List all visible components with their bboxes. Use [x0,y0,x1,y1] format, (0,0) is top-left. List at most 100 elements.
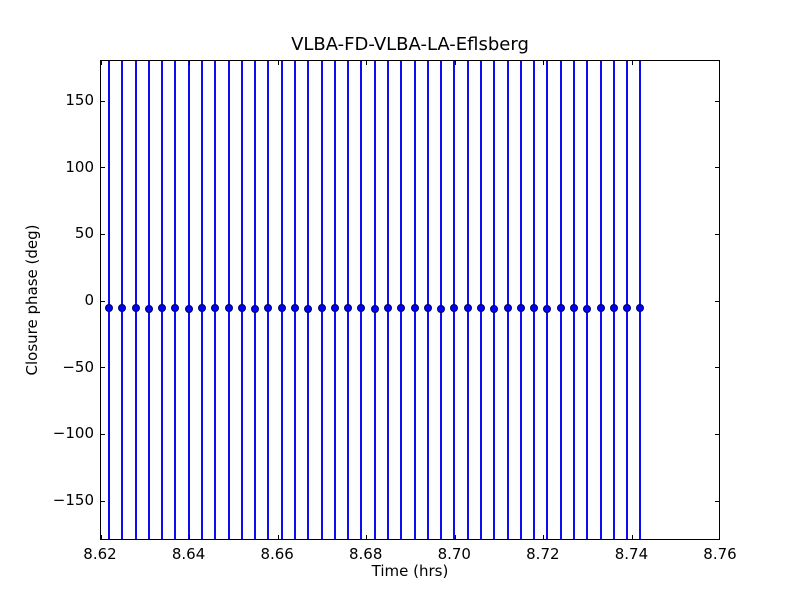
x-tick-top [277,61,279,65]
y-tick-left [101,100,105,102]
error-bar [147,61,150,539]
data-point [370,304,379,313]
x-tick-label: 8.68 [349,545,383,563]
data-point [490,304,499,313]
y-tick-right [715,233,719,235]
error-bar [599,61,602,539]
y-tick-label: 0 [84,291,94,309]
data-point [556,304,565,313]
y-tick-left [101,433,105,435]
data-point [184,304,193,313]
error-bar [347,61,350,539]
data-point [636,304,645,313]
x-tick-label: 8.74 [614,545,649,563]
error-bar [360,61,363,539]
error-bar [307,61,310,539]
error-bar [519,61,522,539]
error-bar [400,61,403,539]
data-point [290,304,299,313]
y-tick-label: 50 [74,224,94,243]
x-tick-bottom [543,535,545,539]
x-tick-bottom [101,535,102,539]
data-point [304,304,313,313]
y-tick-label: 150 [65,91,94,109]
data-point [463,304,472,313]
x-tick-label: 8.62 [83,545,117,563]
data-point [503,304,512,313]
data-point [144,304,153,313]
y-tick-left [101,367,105,369]
x-tick-label: 8.70 [437,545,471,563]
error-bar [612,61,615,539]
x-tick-label: 8.66 [260,545,294,563]
data-point [131,303,140,312]
y-tick-right [715,100,719,102]
y-tick-right [715,300,719,302]
data-point [596,304,605,313]
data-point [224,304,233,313]
error-bar [200,61,203,539]
error-bar [479,61,482,539]
y-tick-left [101,233,105,235]
error-bar [639,61,642,539]
error-bar [533,61,536,539]
error-bar [586,61,589,539]
x-axis-label: Time (hrs) [371,562,449,580]
data-point [330,304,339,313]
error-bar [240,61,243,539]
x-tick-top [543,61,545,65]
error-bar [572,61,575,539]
data-point [357,304,366,313]
y-tick-right [715,367,719,369]
x-tick-top [366,61,368,65]
error-bar [280,61,283,539]
data-point [543,304,552,313]
data-point [569,304,578,313]
error-bar [333,61,336,539]
data-point [171,304,180,313]
y-tick-label: −100 [52,424,94,443]
error-bar [174,61,177,539]
x-tick-top [631,61,633,65]
y-tick-right [715,433,719,435]
data-point [450,304,459,313]
error-bar [187,61,190,539]
error-bar [107,61,110,539]
data-point [476,304,485,313]
plot-area [100,60,720,540]
y-tick-left [101,500,105,502]
error-bar [413,61,416,539]
data-point [383,304,392,313]
x-tick-top [454,61,456,65]
error-bar [134,61,137,539]
data-point [623,304,632,313]
error-bar [373,61,376,539]
y-tick-right [715,500,719,502]
x-tick-bottom [454,535,456,539]
error-bar [320,61,323,539]
data-point [344,304,353,313]
x-tick-top [189,61,191,65]
error-bar [386,61,389,539]
x-tick-top [101,61,102,65]
error-bar [453,61,456,539]
error-bar [254,61,257,539]
data-point [211,304,220,313]
data-point [410,304,419,313]
error-bar [466,61,469,539]
x-tick-label: 8.72 [526,545,560,563]
error-bar [440,61,443,539]
data-point [251,304,260,313]
x-tick-label: 8.76 [703,545,737,563]
data-point [264,303,273,312]
error-bar [161,61,164,539]
error-bar [626,61,629,539]
error-bar [227,61,230,539]
chart-title: VLBA-FD-VLBA-LA-Eflsberg [291,34,529,55]
data-point [397,304,406,313]
error-bar [121,61,124,539]
x-tick-bottom [366,535,368,539]
data-point [437,304,446,313]
data-point [583,304,592,313]
